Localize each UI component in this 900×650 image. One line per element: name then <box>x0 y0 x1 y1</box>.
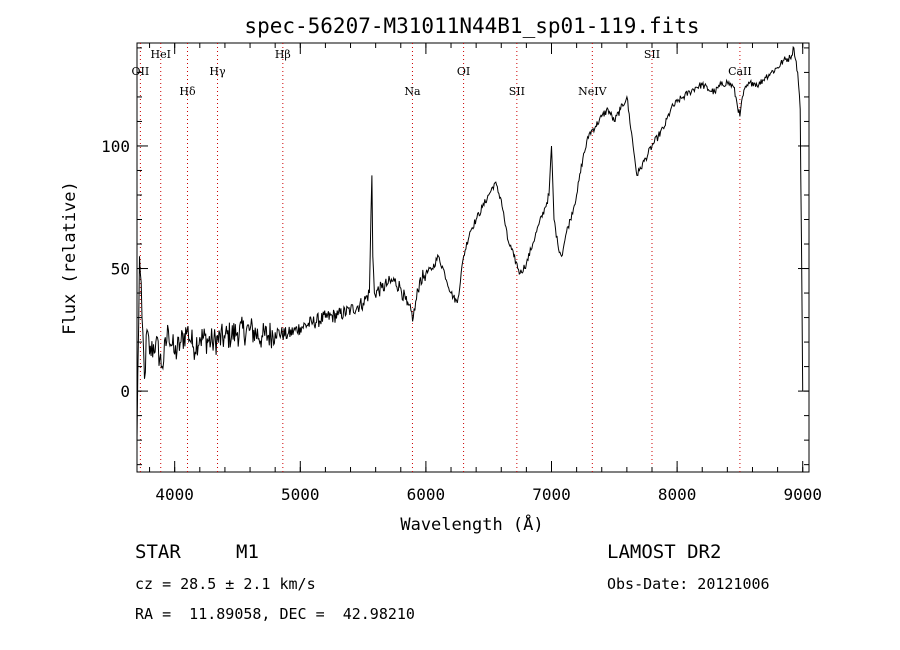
coordinates: RA = 11.89058, DEC = 42.98210 <box>135 605 415 623</box>
redshift-info: cz = 28.5 ± 2.1 km/s <box>135 575 316 593</box>
object-subclass: M1 <box>236 541 259 563</box>
marker-label-6: OI <box>457 65 470 78</box>
y-tick-label-2: 100 <box>101 137 130 156</box>
object-class: STAR <box>135 541 181 563</box>
axis-ticks: 4000 5000 6000 7000 8000 9000 0 50 100 <box>101 43 822 504</box>
plot-frame <box>136 42 810 473</box>
marker-label-10: CaII <box>728 65 752 78</box>
obs-date: Obs-Date: 20121006 <box>607 575 770 593</box>
marker-label-2: Hδ <box>179 85 196 98</box>
marker-label-8: NeIV <box>578 85 607 98</box>
x-tick-label-2: 6000 <box>407 485 446 504</box>
marker-label-7: SII <box>509 85 525 98</box>
x-tick-label-1: 5000 <box>281 485 320 504</box>
marker-label-9: SII <box>644 48 660 61</box>
marker-label-5: Na <box>404 85 421 98</box>
marker-label-1: HeI <box>151 48 171 61</box>
y-tick-label-1: 50 <box>111 260 130 279</box>
x-tick-label-5: 9000 <box>783 485 822 504</box>
x-axis-label: Wavelength (Å) <box>400 513 543 535</box>
x-tick-label-3: 7000 <box>532 485 571 504</box>
spectrum-line <box>136 45 804 441</box>
x-tick-label-4: 8000 <box>658 485 697 504</box>
marker-label-4: Hβ <box>275 48 291 61</box>
marker-label-3: Hγ <box>209 65 226 78</box>
chart-title: spec-56207-M31011N44B1_sp01-119.fits <box>244 14 699 38</box>
marker-label-0: OII <box>132 65 150 78</box>
x-tick-label-0: 4000 <box>155 485 194 504</box>
survey-name: LAMOST DR2 <box>607 541 722 563</box>
y-axis-label: Flux (relative) <box>60 181 80 335</box>
y-tick-label-0: 0 <box>120 382 130 401</box>
